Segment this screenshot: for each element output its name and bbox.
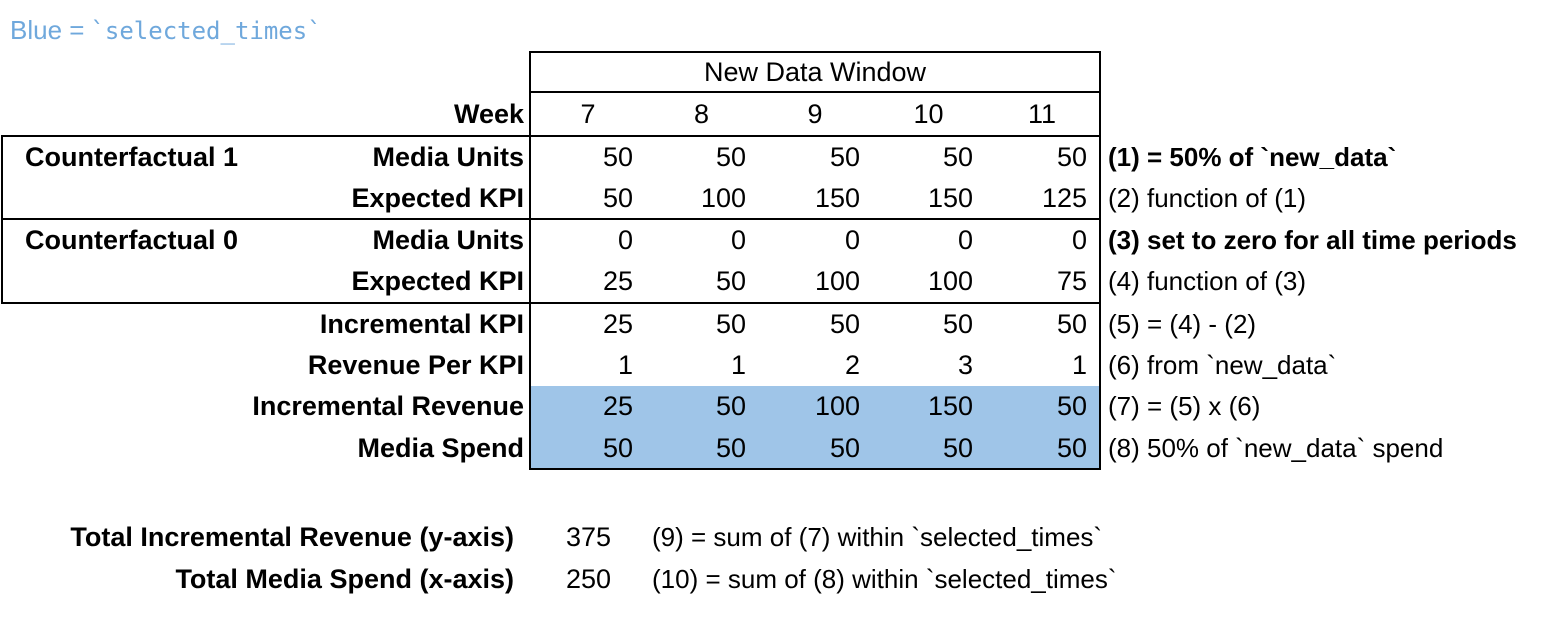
row-annotation: (5) = (4) - (2): [1108, 309, 1257, 339]
value-cell: 50: [1056, 309, 1087, 339]
table-row: Counterfactual 1 Media Units 50 50 50 50…: [0, 137, 1544, 178]
table-row: Expected KPI 50 100 150 150 125 (2) func…: [0, 178, 1544, 219]
value-cell: 50: [715, 391, 746, 421]
week-cell: 7: [580, 99, 596, 129]
value-cell: 100: [814, 266, 860, 296]
row-annotation: (1) = 50% of `new_data`: [1108, 142, 1397, 172]
total-label: Total Incremental Revenue (y-axis): [70, 522, 514, 552]
border-line: [529, 468, 1101, 470]
value-cell: 25: [602, 391, 633, 421]
border-line: [1099, 51, 1101, 470]
value-cell: 100: [814, 391, 860, 421]
value-cell: 150: [927, 183, 973, 213]
value-cell: 0: [617, 225, 633, 255]
value-cell: 0: [1071, 225, 1087, 255]
border-line: [1, 302, 1101, 304]
group-label: Counterfactual 0: [25, 225, 239, 255]
value-cell: 50: [829, 309, 860, 339]
value-cell: 2: [844, 350, 860, 380]
value-cell: 50: [602, 142, 633, 172]
group-label: Counterfactual 1: [25, 142, 239, 172]
value-cell: 50: [942, 433, 973, 463]
week-cell: 8: [693, 99, 710, 129]
week-cell: 10: [913, 99, 944, 129]
value-cell: 50: [829, 142, 860, 172]
border-line: [1, 135, 3, 304]
legend-blue-label: Blue =: [10, 15, 85, 45]
border-line: [529, 51, 531, 470]
total-value: 375: [566, 522, 612, 552]
row-label: Expected KPI: [351, 266, 524, 296]
value-cell: 50: [715, 266, 746, 296]
table-row: Incremental KPI 25 50 50 50 50 (5) = (4)…: [0, 304, 1544, 345]
value-cell: 25: [602, 309, 633, 339]
total-label: Total Media Spend (x-axis): [175, 564, 514, 594]
selected-times-highlight: [531, 386, 1099, 468]
week-header-row: Week 7 8 9 10 11: [0, 93, 1544, 135]
table-row: Counterfactual 0 Media Units 0 0 0 0 0 (…: [0, 220, 1544, 261]
value-cell: 50: [602, 433, 633, 463]
value-cell: 125: [1041, 183, 1087, 213]
value-cell: 50: [1056, 142, 1087, 172]
totals-row: Total Media Spend (x-axis) 250 (10) = su…: [0, 558, 1544, 600]
value-cell: 50: [715, 309, 746, 339]
value-cell: 3: [957, 350, 973, 380]
value-cell: 25: [602, 266, 633, 296]
value-cell: 150: [814, 183, 860, 213]
row-label: Revenue Per KPI: [307, 350, 524, 380]
value-cell: 50: [1056, 391, 1087, 421]
value-cell: 50: [715, 433, 746, 463]
value-cell: 0: [844, 225, 860, 255]
value-cell: 150: [927, 391, 973, 421]
row-annotation: (6) from `new_data`: [1108, 350, 1337, 380]
value-cell: 0: [957, 225, 973, 255]
legend: Blue = `selected_times`: [10, 14, 322, 46]
row-label: Incremental Revenue: [252, 391, 524, 421]
border-line: [529, 51, 1101, 53]
table-row: Revenue Per KPI 1 1 2 3 1 (6) from `new_…: [0, 345, 1544, 386]
row-annotation: (8) 50% of `new_data` spend: [1108, 433, 1444, 463]
row-label: Expected KPI: [351, 183, 524, 213]
row-label: Incremental KPI: [319, 309, 524, 339]
value-cell: 50: [829, 433, 860, 463]
window-header: New Data Window: [703, 57, 927, 87]
value-cell: 50: [715, 142, 746, 172]
border-line: [1, 135, 1101, 137]
week-label: Week: [453, 99, 524, 129]
border-line: [1, 218, 1101, 220]
value-cell: 50: [1056, 433, 1087, 463]
value-cell: 1: [730, 350, 746, 380]
value-cell: 50: [942, 142, 973, 172]
row-annotation: (2) function of (1): [1108, 183, 1306, 213]
row-annotation: (3) set to zero for all time periods: [1108, 225, 1517, 255]
week-cell: 9: [807, 99, 823, 129]
row-label: Media Units: [372, 225, 524, 255]
value-cell: 75: [1056, 266, 1087, 296]
totals-row: Total Incremental Revenue (y-axis) 375 (…: [0, 516, 1544, 558]
value-cell: 0: [730, 225, 746, 255]
border-line: [529, 91, 1101, 93]
table-row: Expected KPI 25 50 100 100 75 (4) functi…: [0, 261, 1544, 302]
value-cell: 100: [927, 266, 973, 296]
row-label: Media Spend: [357, 433, 524, 463]
value-cell: 50: [942, 309, 973, 339]
table-row: Media Spend 50 50 50 50 50 (8) 50% of `n…: [0, 428, 1544, 468]
value-cell: 1: [1071, 350, 1087, 380]
total-annotation: (10) = sum of (8) within `selected_times…: [652, 564, 1117, 594]
week-cell: 11: [1027, 99, 1057, 129]
row-annotation: (4) function of (3): [1108, 266, 1306, 296]
total-annotation: (9) = sum of (7) within `selected_times`: [652, 522, 1103, 552]
legend-code-label: `selected_times`: [90, 17, 322, 45]
row-label: Media Units: [372, 142, 524, 172]
row-annotation: (7) = (5) x (6): [1108, 391, 1261, 421]
table-row: Incremental Revenue 25 50 100 150 50 (7)…: [0, 386, 1544, 427]
value-cell: 100: [700, 183, 746, 213]
value-cell: 50: [602, 183, 633, 213]
total-value: 250: [566, 564, 612, 594]
value-cell: 1: [617, 350, 633, 380]
